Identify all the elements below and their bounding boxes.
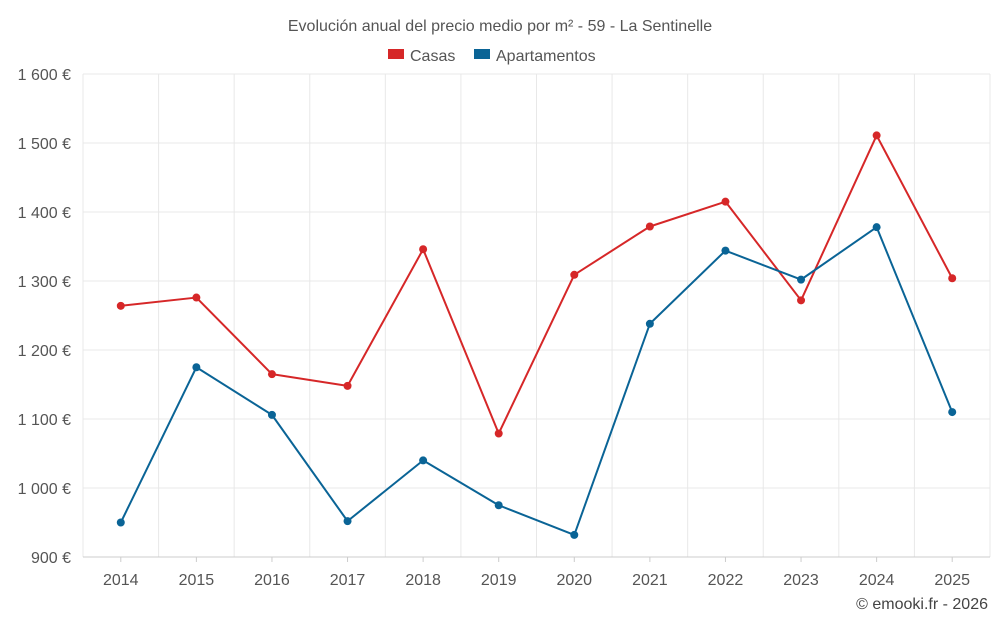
data-point-apartamentos[interactable]	[797, 275, 806, 284]
data-point-casas[interactable]	[192, 293, 201, 302]
legend: Casas Apartamentos	[388, 48, 596, 65]
x-tick-label: 2016	[254, 572, 290, 589]
y-tick-label: 1 200 €	[18, 343, 71, 360]
y-tick-label: 900 €	[31, 550, 71, 567]
chart-title: Evolución anual del precio medio por m² …	[288, 18, 712, 35]
credit-text: © emooki.fr - 2026	[856, 596, 988, 613]
data-point-apartamentos[interactable]	[267, 410, 276, 419]
data-point-apartamentos[interactable]	[116, 518, 125, 527]
series-apartamentos	[116, 223, 957, 539]
grid	[82, 73, 991, 557]
series-line-apartamentos	[119, 226, 954, 536]
y-tick-label: 1 100 €	[18, 412, 71, 429]
legend-swatch-casas	[388, 49, 404, 59]
data-point-apartamentos[interactable]	[645, 319, 654, 328]
x-tick-label: 2023	[783, 572, 819, 589]
data-point-casas[interactable]	[116, 301, 125, 310]
x-tick-label: 2017	[330, 572, 366, 589]
x-tick-label: 2015	[179, 572, 215, 589]
data-point-casas[interactable]	[570, 270, 579, 279]
data-point-casas[interactable]	[948, 274, 957, 283]
series-layer	[116, 131, 957, 539]
y-tick-label: 1 000 €	[18, 481, 71, 498]
y-tick-label: 1 600 €	[18, 67, 71, 84]
legend-swatch-apartamentos	[474, 49, 490, 59]
data-point-casas[interactable]	[267, 370, 276, 379]
data-point-apartamentos[interactable]	[721, 246, 730, 255]
data-point-apartamentos[interactable]	[192, 363, 201, 372]
data-point-apartamentos[interactable]	[419, 456, 428, 465]
data-point-casas[interactable]	[797, 296, 806, 305]
x-tick-label: 2021	[632, 572, 668, 589]
data-point-casas[interactable]	[419, 245, 428, 254]
x-tick-label: 2020	[556, 572, 592, 589]
axes: 900 € 1 000 € 1 100 € 1 200 € 1 300 € 1 400 €…	[18, 67, 990, 589]
data-point-casas[interactable]	[872, 131, 881, 140]
x-tick-label: 2018	[405, 572, 441, 589]
data-point-apartamentos[interactable]	[570, 530, 579, 539]
y-tick-label: 1 400 €	[18, 205, 71, 222]
data-point-apartamentos[interactable]	[948, 408, 957, 417]
x-tick-label: 2014	[103, 572, 139, 589]
data-point-casas[interactable]	[494, 429, 503, 438]
data-point-apartamentos[interactable]	[872, 223, 881, 232]
legend-item-casas[interactable]: Casas	[388, 48, 455, 65]
x-tick-label: 2022	[708, 572, 744, 589]
legend-label-casas: Casas	[410, 48, 455, 65]
legend-label-apartamentos: Apartamentos	[496, 48, 596, 65]
x-tick-label: 2025	[934, 572, 970, 589]
y-tick-label: 1 300 €	[18, 274, 71, 291]
data-point-casas[interactable]	[721, 197, 730, 206]
data-point-casas[interactable]	[343, 381, 352, 390]
data-point-apartamentos[interactable]	[343, 517, 352, 526]
data-point-apartamentos[interactable]	[494, 501, 503, 510]
x-tick-label: 2024	[859, 572, 895, 589]
data-point-casas[interactable]	[645, 222, 654, 231]
x-tick-label: 2019	[481, 572, 517, 589]
series-casas	[116, 131, 957, 438]
y-tick-label: 1 500 €	[18, 136, 71, 153]
legend-item-apartamentos[interactable]: Apartamentos	[474, 48, 596, 65]
series-line-casas	[120, 134, 954, 435]
